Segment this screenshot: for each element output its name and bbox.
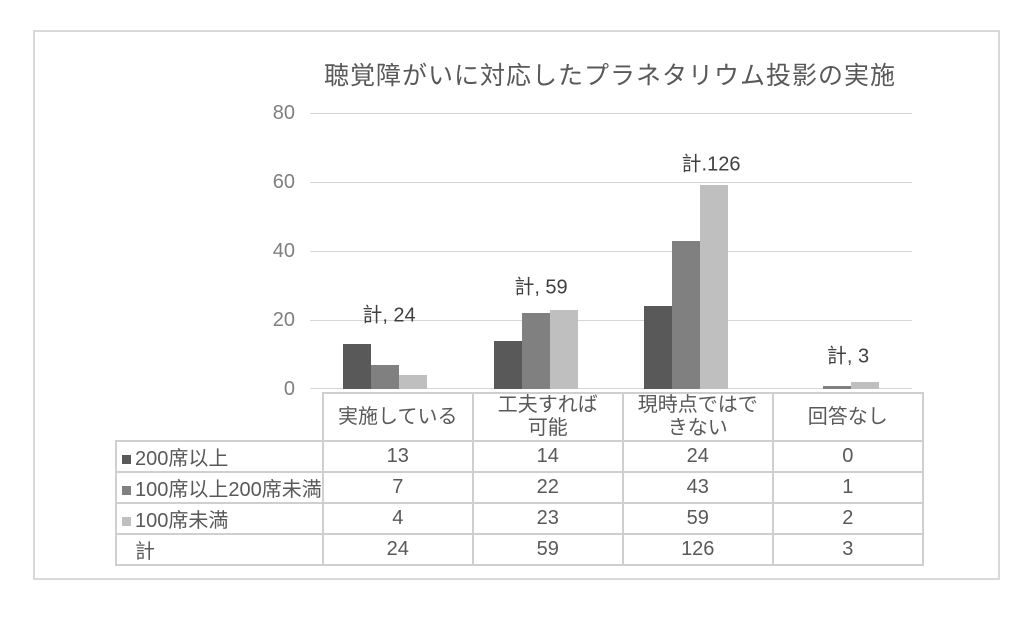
cell-100席以上200席未満-1: 22 (471, 471, 624, 504)
plot-area (310, 113, 912, 389)
cell-200席以上-0: 13 (321, 440, 474, 473)
cell-100席未満-3: 2 (771, 502, 924, 535)
bar-100席以上200席未満-cat0 (371, 365, 399, 389)
table-row: 100席未満 4 23 59 2 (115, 502, 924, 535)
column-header-3: 回答なし (771, 392, 924, 442)
column-header-1: 工夫すれば 可能 (471, 392, 624, 442)
bar-100席未満-cat2 (700, 185, 728, 389)
gridline-y0 (310, 388, 912, 389)
cell-total-2: 126 (621, 533, 774, 566)
legend-swatch-icon (122, 486, 131, 495)
total-annotation-2: 計.126 (681, 153, 741, 176)
bar-100席以上200席未満-cat1 (522, 313, 550, 389)
bar-100席未満-cat3 (851, 382, 879, 389)
bar-100席以上200席未満-cat2 (672, 241, 700, 389)
table-total-row: 計 24 59 126 3 (115, 533, 924, 566)
table-header-row: 実施している 工夫すれば 可能 現時点ではで きない 回答なし (116, 392, 924, 442)
cell-200席以上-1: 14 (471, 440, 624, 473)
cell-200席以上-2: 24 (621, 440, 774, 473)
bar-100席未満-cat0 (399, 375, 427, 389)
total-annotation-0: 計, 24 (362, 304, 416, 327)
table-row: 200席以上 13 14 24 0 (115, 440, 924, 473)
y-tick-label: 20 (272, 309, 295, 331)
y-tick-label: 60 (272, 171, 295, 193)
column-header-2: 現時点ではで きない (621, 392, 774, 442)
bar-100席以上200席未満-cat3 (823, 386, 851, 389)
cell-total-1: 59 (471, 533, 624, 566)
gridline-y80 (310, 113, 912, 114)
row-label-100席以上200席未満: 100席以上200席未満 (115, 471, 324, 504)
legend-swatch-icon (122, 517, 131, 526)
gridline-y40 (310, 251, 912, 252)
row-label-total: 計 (115, 533, 324, 566)
total-annotation-1: 計, 59 (514, 276, 568, 299)
table-row: 100席以上200席未満 7 22 43 1 (115, 471, 924, 504)
bar-200席以上-cat0 (343, 344, 371, 389)
cell-total-3: 3 (771, 533, 924, 566)
y-tick-label: 0 (283, 378, 295, 400)
bar-100席未満-cat1 (550, 310, 578, 389)
gridline-y60 (310, 182, 912, 183)
total-annotation-3: 計, 3 (826, 345, 870, 368)
cell-total-0: 24 (321, 533, 474, 566)
row-label-100席未満: 100席未満 (115, 502, 324, 535)
bar-200席以上-cat2 (644, 306, 672, 389)
y-tick-label: 40 (272, 240, 295, 262)
y-tick-label: 80 (272, 102, 295, 124)
column-header-0: 実施している (321, 392, 474, 442)
chart-frame: 聴覚障がいに対応したプラネタリウム投影の実施 実施している 工夫すれば 可能 現時点… (33, 30, 1000, 580)
chart-title: 聴覚障がいに対応したプラネタリウム投影の実施 (323, 62, 896, 90)
bar-200席以上-cat1 (494, 341, 522, 389)
cell-100席以上200席未満-3: 1 (771, 471, 924, 504)
cell-100席以上200席未満-2: 43 (621, 471, 774, 504)
data-table: 実施している 工夫すれば 可能 現時点ではで きない 回答なし 200席以上 13 14 24… (115, 392, 924, 566)
cell-200席以上-3: 0 (771, 440, 924, 473)
cell-100席未満-2: 59 (621, 502, 774, 535)
cell-100席未満-1: 23 (471, 502, 624, 535)
cell-100席未満-0: 4 (321, 502, 474, 535)
gridline-y20 (310, 320, 912, 321)
row-label-200席以上: 200席以上 (115, 440, 324, 473)
legend-swatch-icon (122, 455, 131, 464)
cell-100席以上200席未満-0: 7 (321, 471, 474, 504)
